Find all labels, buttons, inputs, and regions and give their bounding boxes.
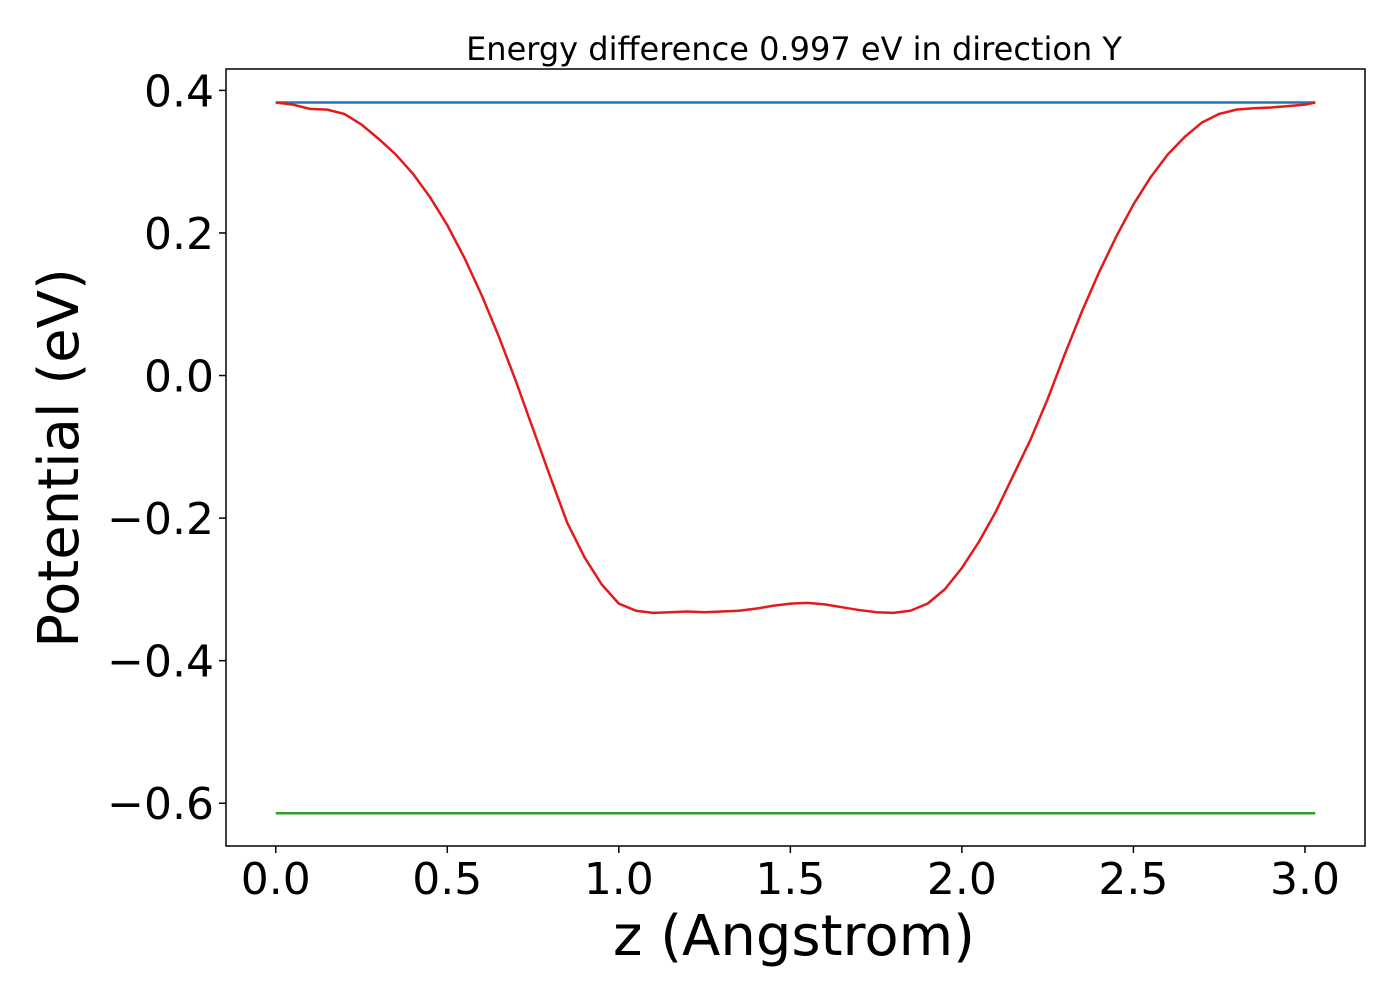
y-tick-label: −0.6 bbox=[107, 779, 214, 830]
plot-frame bbox=[225, 68, 1366, 847]
series-layer bbox=[275, 101, 1316, 815]
series-line-2 bbox=[275, 101, 1316, 615]
y-tick-label: −0.2 bbox=[107, 494, 214, 545]
chart-title: Energy difference 0.997 eV in direction … bbox=[466, 30, 1122, 68]
x-axis-label: z (Angstrom) bbox=[613, 904, 975, 969]
x-tick-label: 0.0 bbox=[241, 854, 311, 905]
y-tick-label: 0.2 bbox=[144, 209, 214, 260]
x-tick-label: 1.5 bbox=[755, 854, 825, 905]
x-tick-label: 2.0 bbox=[927, 854, 997, 905]
y-tick-label: 0.0 bbox=[144, 352, 214, 403]
x-tick-label: 2.5 bbox=[1098, 854, 1168, 905]
x-tick-label: 0.5 bbox=[412, 854, 482, 905]
y-tick-label: −0.4 bbox=[107, 637, 214, 688]
y-axis: 0.4 0.2 0.0 −0.2 −0.4 −0.6 bbox=[107, 66, 226, 830]
x-tick-label: 1.0 bbox=[584, 854, 654, 905]
y-axis-label: Potential (eV) bbox=[27, 268, 92, 648]
x-tick-label: 3.0 bbox=[1270, 854, 1340, 905]
y-tick-label: 0.4 bbox=[144, 66, 214, 117]
x-axis: 0.0 0.5 1.0 1.5 2.0 2.5 3.0 bbox=[241, 846, 1340, 905]
